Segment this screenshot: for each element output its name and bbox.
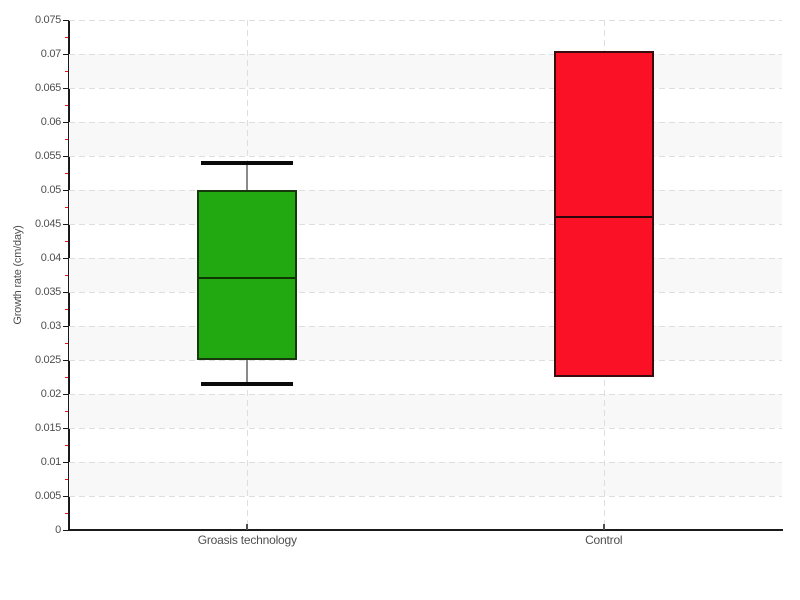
- horizontal-gridline: [69, 360, 782, 361]
- x-tick: [602, 524, 605, 530]
- x-axis-line: [68, 529, 783, 531]
- y-minor-tick: [65, 70, 68, 72]
- y-minor-tick: [65, 444, 68, 446]
- horizontal-gridline: [69, 428, 782, 429]
- whisker-cap-low: [201, 381, 294, 386]
- horizontal-gridline: [69, 156, 782, 157]
- horizontal-gridline: [69, 122, 782, 123]
- y-minor-tick: [65, 206, 68, 208]
- horizontal-gridline: [69, 54, 782, 55]
- y-minor-tick: [65, 410, 68, 412]
- y-major-tick: [63, 529, 69, 531]
- y-tick-label: 0.005: [34, 490, 61, 502]
- y-tick-label: 0: [55, 524, 61, 536]
- background-band: [69, 190, 782, 224]
- background-band: [69, 394, 782, 428]
- horizontal-gridline: [69, 88, 782, 89]
- plot-area: Groasis technology Control 0 0.005 0.01 0.015…: [35, 14, 783, 547]
- x-tick-label: Groasis technology: [197, 533, 297, 547]
- y-tick-label: 0.065: [34, 82, 61, 94]
- y-tick-label: 0.015: [34, 422, 61, 434]
- horizontal-gridline: [69, 326, 782, 327]
- y-major-tick: [63, 189, 69, 191]
- y-tick-label: 0.01: [40, 456, 62, 468]
- background-band: [69, 54, 782, 88]
- whisker-cap-high: [201, 160, 294, 165]
- y-major-tick: [63, 461, 69, 463]
- horizontal-gridline: [69, 20, 782, 21]
- y-tick-label: 0.04: [40, 252, 62, 264]
- y-minor-tick: [65, 376, 68, 378]
- y-tick-label: 0.02: [40, 388, 62, 400]
- y-tick-label: 0.075: [34, 14, 61, 26]
- y-tick-label: 0.055: [34, 150, 61, 162]
- horizontal-gridline: [69, 292, 782, 293]
- background-band: [69, 326, 782, 360]
- y-tick-label: 0.045: [34, 218, 61, 230]
- y-major-tick: [63, 87, 69, 89]
- y-tick-label: 0.035: [34, 286, 61, 298]
- horizontal-gridline: [69, 394, 782, 395]
- y-minor-tick: [65, 512, 68, 514]
- y-minor-tick: [65, 104, 68, 106]
- y-major-tick: [63, 257, 69, 259]
- y-minor-tick: [65, 274, 68, 276]
- y-tick-label: 0.025: [34, 354, 61, 366]
- y-minor-tick: [65, 308, 68, 310]
- y-minor-tick: [65, 342, 68, 344]
- whisker-stem-high: [246, 162, 249, 190]
- background-band: [69, 122, 782, 156]
- y-major-tick: [63, 359, 69, 361]
- y-major-tick: [63, 19, 69, 21]
- whisker-stem-low: [246, 360, 249, 384]
- y-minor-tick: [65, 478, 68, 480]
- y-tick-label: 0.03: [40, 320, 62, 332]
- y-major-tick: [63, 155, 69, 157]
- x-tick-label: Control: [585, 533, 623, 547]
- x-tick: [246, 524, 249, 530]
- median-line-control: [555, 216, 652, 219]
- horizontal-gridline: [69, 462, 782, 463]
- y-major-tick: [63, 325, 69, 327]
- y-major-tick: [63, 121, 69, 123]
- y-minor-tick: [65, 172, 68, 174]
- y-major-tick: [63, 223, 69, 225]
- y-major-tick: [63, 495, 69, 497]
- y-tick-label: 0.07: [40, 48, 62, 60]
- y-minor-tick: [65, 36, 68, 38]
- horizontal-gridline: [69, 496, 782, 497]
- y-minor-tick: [65, 138, 68, 140]
- y-minor-tick: [65, 240, 68, 242]
- box-groasis-technology: [197, 190, 298, 360]
- horizontal-gridline: [69, 224, 782, 225]
- y-major-tick: [63, 291, 69, 293]
- background-band: [69, 462, 782, 496]
- background-band: [69, 258, 782, 292]
- y-axis-title: Growth rate (cm/day): [12, 225, 24, 325]
- horizontal-gridline: [69, 258, 782, 259]
- horizontal-gridline: [69, 190, 782, 191]
- y-tick-label: 0.06: [40, 116, 62, 128]
- y-major-tick: [63, 53, 69, 55]
- box-control: [553, 50, 654, 377]
- median-line-groasis-technology: [199, 277, 296, 280]
- y-major-tick: [63, 427, 69, 429]
- y-major-tick: [63, 393, 69, 395]
- y-tick-label: 0.05: [40, 184, 62, 196]
